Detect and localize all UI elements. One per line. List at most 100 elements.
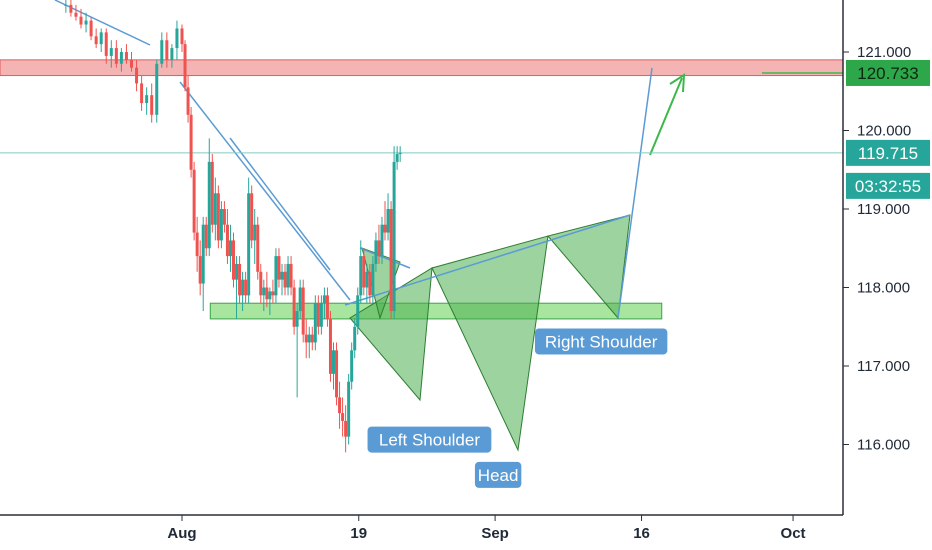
y-tick-label: 120.000 [857,123,911,140]
candle-body [250,193,254,241]
candle-body [347,381,351,437]
candle-body [383,224,387,233]
candle-body [289,263,293,288]
y-axis-ticks: 121.000 120.000 119.000 118.000 117.000 116.0… [843,44,911,454]
candle-body [235,263,239,280]
candle-body [104,32,108,56]
candle-body [362,256,366,288]
candle-body [198,256,202,284]
candle-body [328,318,332,374]
candle-body [286,263,290,288]
pattern-label-box [367,426,492,453]
y-tick-label: 121.000 [857,44,911,61]
candle-body [64,4,68,6]
candle-body [244,279,248,296]
candle-body [186,87,190,115]
candle-body [124,52,128,60]
candle-body [392,161,396,312]
candle-body [180,28,184,45]
candle-body [301,287,305,335]
candle-body [69,4,73,13]
candle-body [228,240,232,257]
candle-body [380,224,384,257]
candle-body [241,279,245,296]
price-tags: 120.733 119.715 03:32:55 [846,59,930,199]
candle-body [155,63,159,115]
x-tick-label: Sep [481,525,509,542]
candle-body [213,193,217,225]
candle-body [74,12,78,17]
candle-body [374,240,378,264]
candle-body [222,209,226,225]
candle-body [310,334,314,343]
candle-body [183,44,187,88]
x-tick-label: Oct [781,525,806,542]
candle-body [265,287,269,300]
x-axis-ticks: Aug 19 Sep 16 Oct [167,515,806,542]
candle-body [395,154,399,162]
candle-body [313,303,317,343]
candle-body [325,295,329,319]
candle-body [170,48,174,60]
candle-body [389,209,393,312]
candle-body [386,209,390,233]
candle-body [109,48,113,56]
candle-body [201,224,205,284]
trend-line [179,81,351,301]
head-and-shoulders-pattern [349,214,631,452]
annotations: Left Shoulder Head Right Shoulder [367,328,668,488]
trend-line [359,247,411,269]
pattern-label: Right Shoulder [545,332,658,351]
candle-body [79,16,83,25]
candle-body [225,224,229,257]
candle-body [307,334,311,343]
x-tick-label: 19 [350,525,367,542]
pattern-label-box [474,461,522,488]
candle-body [135,67,139,84]
candle-body [280,271,284,280]
candle-body [268,291,272,300]
trend-line [617,67,653,319]
candle-body [204,224,208,249]
candle-body [150,95,154,115]
candle-body [89,20,93,37]
candle-body [377,240,381,257]
candle-body [114,48,118,64]
candle-body [277,256,281,280]
candle-body [175,28,179,49]
candle-body [319,303,323,327]
candle-body [253,224,257,241]
y-tick-label: 119.000 [857,201,910,218]
candle-body [216,193,220,241]
pattern-label: Head [478,466,519,485]
target-price-tag-box [846,59,930,86]
candle-body [368,271,372,296]
candle-body [371,263,375,296]
candle-body [332,350,335,374]
candle-body [232,240,236,280]
pattern-label: Left Shoulder [379,431,480,450]
countdown-tag-box [846,172,930,199]
candle-body [356,295,360,327]
y-tick-label: 116.000 [857,437,910,454]
candle-body [298,287,302,312]
target-price-tag: 120.733 [857,64,918,83]
y-tick-label: 117.000 [857,358,910,375]
candles [64,0,402,453]
candle-body [210,161,214,225]
target-arrow-head [669,73,686,93]
target-arrow [649,77,683,156]
candle-body [283,271,287,288]
y-tick-label: 118.000 [857,280,910,297]
candle-body [359,256,363,296]
pattern-triangle [431,235,549,452]
candle-body [207,161,211,249]
candle-body [350,350,354,382]
candle-body [256,224,260,272]
candle-body [341,413,345,421]
candle-body [192,169,196,233]
candle-body [160,40,164,64]
candle-body [219,209,223,241]
pattern-label-box [534,328,668,355]
candle-body [353,326,357,351]
